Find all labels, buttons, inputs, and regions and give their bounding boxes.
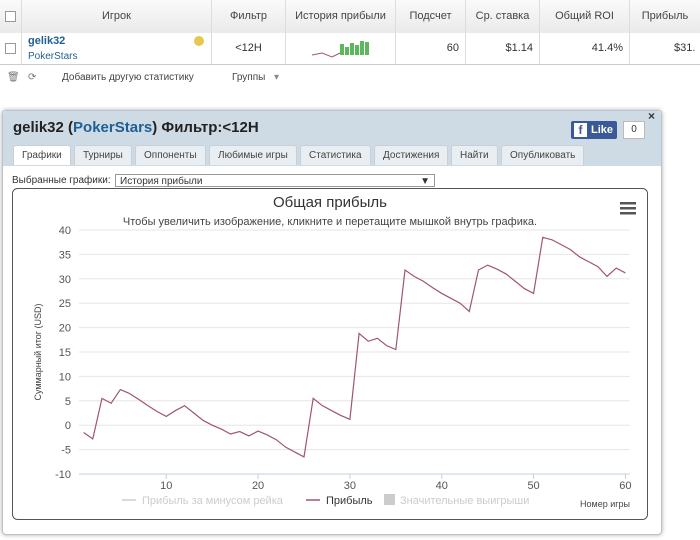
tab[interactable]: Найти bbox=[451, 145, 498, 165]
y-tick-label: 10 bbox=[59, 371, 71, 383]
y-tick-label: 25 bbox=[59, 298, 71, 310]
add-stats[interactable]: Добавить другую статистику bbox=[62, 72, 194, 83]
y-tick-label: 20 bbox=[59, 323, 71, 335]
profit-cell: $31. bbox=[674, 42, 696, 54]
row-check[interactable] bbox=[0, 33, 22, 64]
col-header[interactable]: Фильтр bbox=[212, 0, 286, 33]
y-tick-label: 0 bbox=[65, 420, 71, 432]
groups-caret[interactable]: ▾ bbox=[274, 72, 280, 83]
refresh-icon[interactable]: ⟳ bbox=[28, 72, 37, 83]
roi-cell: 41.4% bbox=[540, 33, 630, 64]
player-cell: gelik32 PokerStars bbox=[22, 33, 212, 64]
x-tick-label: 10 bbox=[160, 480, 172, 492]
tab[interactable]: Опубликовать bbox=[501, 145, 585, 165]
player-name[interactable]: gelik32 bbox=[28, 35, 66, 47]
x-tick-label: 60 bbox=[619, 480, 631, 492]
col-header[interactable]: История прибыли bbox=[286, 0, 396, 33]
like-text: Like bbox=[590, 124, 613, 136]
title-part: gelik32 ( bbox=[13, 119, 74, 136]
header-check bbox=[0, 0, 22, 33]
y-axis-label: Суммарный итог (USD) bbox=[33, 303, 43, 400]
x-tick-label: 40 bbox=[436, 480, 448, 492]
stake-cell: $1.14 bbox=[466, 33, 540, 64]
legend-label[interactable]: Прибыль bbox=[326, 495, 373, 507]
chart-select[interactable]: История прибыли ▼ bbox=[115, 174, 435, 187]
x-axis-label: Номер игры bbox=[580, 499, 630, 509]
chart-frame bbox=[12, 188, 648, 520]
chart: Общая прибыль Чтобы увеличить изображени… bbox=[12, 188, 648, 520]
y-tick-label: 35 bbox=[59, 249, 71, 261]
like-count: 0 bbox=[623, 121, 645, 139]
sparkline-cell bbox=[286, 33, 396, 64]
panel-title: gelik32 (PokerStars) Фильтр:<12H bbox=[13, 119, 259, 136]
col-header[interactable]: Игрок bbox=[22, 0, 212, 33]
sparkline bbox=[311, 41, 369, 58]
data-line bbox=[83, 236, 626, 458]
badge-icon bbox=[194, 36, 204, 46]
col-header[interactable]: Подсчет bbox=[396, 0, 466, 33]
select-value: История прибыли bbox=[120, 176, 203, 187]
y-tick-label: -10 bbox=[55, 469, 71, 481]
player-site[interactable]: PokerStars bbox=[28, 51, 78, 62]
legend-label[interactable]: Значительные выигрыши bbox=[400, 495, 529, 507]
tab[interactable]: Турниры bbox=[74, 145, 132, 165]
legend-marker bbox=[384, 494, 395, 505]
title-part: ) Фильтр:<12H bbox=[152, 119, 259, 136]
menu-icon[interactable] bbox=[620, 202, 636, 215]
close-button[interactable]: × bbox=[648, 109, 656, 123]
col-header[interactable]: Общий ROI bbox=[540, 0, 630, 33]
x-tick-label: 20 bbox=[252, 480, 264, 492]
y-tick-label: 15 bbox=[59, 347, 71, 359]
groups[interactable]: Группы bbox=[232, 72, 266, 83]
tab[interactable]: Графики bbox=[13, 145, 71, 165]
tab[interactable]: Статистика bbox=[300, 145, 371, 165]
legend-label[interactable]: Прибыль за минусом рейка bbox=[142, 495, 284, 507]
select-label: Выбранные графики: bbox=[12, 175, 111, 186]
tab[interactable]: Любимые игры bbox=[209, 145, 297, 165]
like-button[interactable]: f Like bbox=[571, 121, 617, 139]
x-tick-label: 50 bbox=[527, 480, 539, 492]
y-tick-label: 40 bbox=[59, 225, 71, 237]
chart-title: Общая прибыль bbox=[273, 194, 387, 211]
tab[interactable]: Оппоненты bbox=[135, 145, 206, 165]
title-site[interactable]: PokerStars bbox=[73, 119, 153, 136]
table: Игрок Фильтр История прибыли Подсчет Ср.… bbox=[0, 0, 700, 65]
chart-subtitle: Чтобы увеличить изображение, кликните и … bbox=[123, 216, 537, 228]
y-tick-label: 30 bbox=[59, 274, 71, 286]
col-header[interactable]: Прибыль bbox=[630, 0, 700, 33]
count-cell: 60 bbox=[396, 33, 466, 64]
filter-cell: <12H bbox=[212, 33, 286, 64]
tab[interactable]: Достижения bbox=[374, 145, 449, 165]
y-tick-label: 5 bbox=[65, 396, 71, 408]
x-tick-label: 30 bbox=[344, 480, 356, 492]
toolbar: 🗑 ⟳ Добавить другую статистику Группы ▾ bbox=[0, 67, 700, 89]
trash-icon[interactable]: 🗑 bbox=[7, 72, 20, 83]
y-tick-label: -5 bbox=[61, 445, 71, 457]
col-header[interactable]: Ср. ставка bbox=[466, 0, 540, 33]
